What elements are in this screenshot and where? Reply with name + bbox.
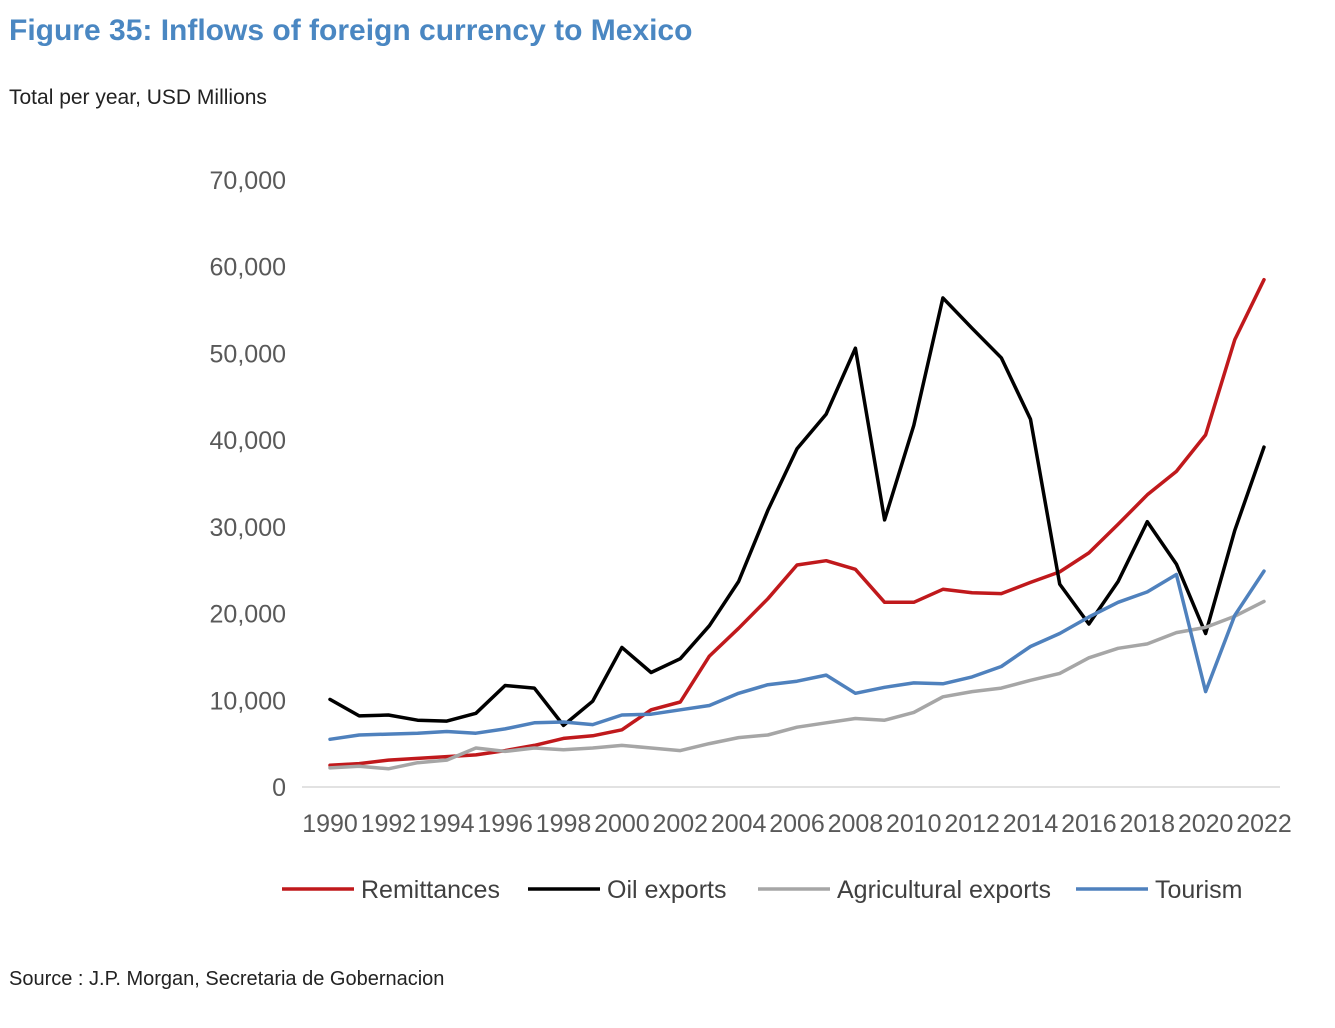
y-tick-label: 10,000 bbox=[210, 687, 286, 715]
figure-title: Figure 35: Inflows of foreign currency t… bbox=[9, 14, 693, 47]
y-tick-label: 40,000 bbox=[210, 427, 286, 455]
y-tick-label: 60,000 bbox=[210, 254, 286, 282]
y-tick-label: 0 bbox=[272, 774, 286, 802]
source-note: Source : J.P. Morgan, Secretaria de Gobe… bbox=[9, 968, 445, 990]
figure-subtitle: Total per year, USD Millions bbox=[9, 86, 267, 109]
series-line-tourism bbox=[328, 569, 1266, 742]
y-tick-label: 30,000 bbox=[210, 514, 286, 542]
legend-label-tourism: Tourism bbox=[1155, 876, 1243, 904]
x-tick-label: 2010 bbox=[886, 810, 942, 838]
x-tick-label: 2002 bbox=[652, 810, 708, 838]
y-tick-label: 20,000 bbox=[210, 601, 286, 629]
legend-label-oil-exports: Oil exports bbox=[607, 876, 726, 904]
x-tick-label: 2020 bbox=[1178, 810, 1234, 838]
x-tick-label: 2012 bbox=[944, 810, 1000, 838]
x-tick-label: 2022 bbox=[1236, 810, 1292, 838]
y-tick-label: 70,000 bbox=[210, 167, 286, 195]
x-tick-label: 1998 bbox=[536, 810, 592, 838]
series-line-oil-exports bbox=[328, 296, 1266, 728]
series-line-agricultural-exports bbox=[328, 599, 1266, 771]
y-tick-label: 50,000 bbox=[210, 340, 286, 368]
legend-label-remittances: Remittances bbox=[361, 876, 500, 904]
x-tick-label: 2008 bbox=[828, 810, 884, 838]
x-tick-label: 2016 bbox=[1061, 810, 1117, 838]
x-tick-label: 1992 bbox=[361, 810, 417, 838]
x-tick-label: 2018 bbox=[1119, 810, 1175, 838]
series-line-remittances bbox=[328, 277, 1266, 768]
x-tick-label: 2000 bbox=[594, 810, 650, 838]
x-tick-label: 1994 bbox=[419, 810, 475, 838]
legend-label-agricultural-exports: Agricultural exports bbox=[837, 876, 1051, 904]
x-tick-label: 2014 bbox=[1003, 810, 1059, 838]
x-tick-label: 1990 bbox=[302, 810, 358, 838]
x-tick-label: 1996 bbox=[477, 810, 533, 838]
x-tick-label: 2004 bbox=[711, 810, 767, 838]
x-tick-label: 2006 bbox=[769, 810, 825, 838]
